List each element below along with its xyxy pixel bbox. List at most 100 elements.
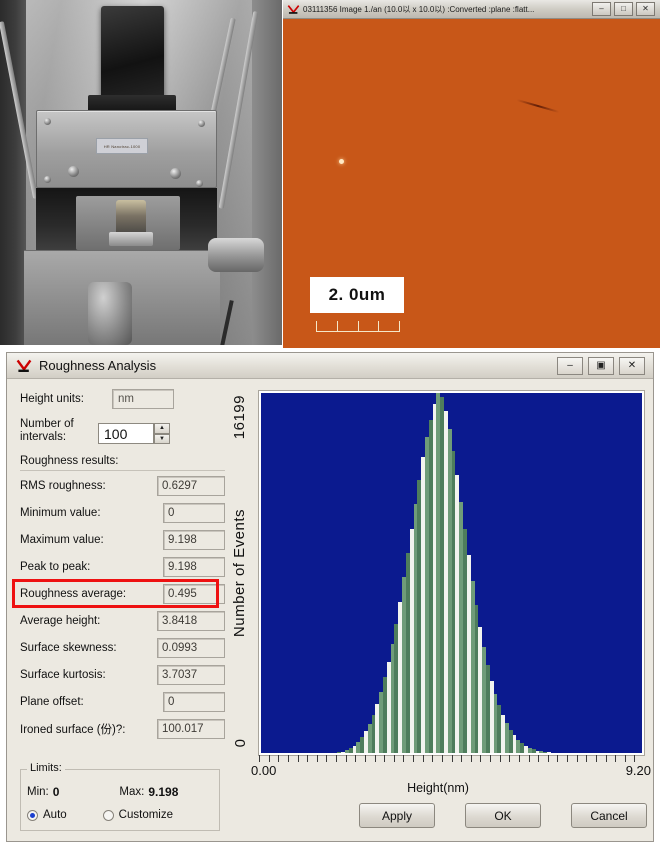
x-axis-tick-labels: 0.00 9.20 bbox=[251, 763, 651, 778]
histogram-bar bbox=[413, 504, 418, 753]
histogram-bar bbox=[482, 647, 486, 753]
histogram-bar bbox=[371, 715, 376, 753]
y-axis-max-label: 16199 bbox=[231, 395, 248, 440]
customize-radio[interactable] bbox=[102, 809, 114, 821]
photo-device-nameplate: HR Nanotrac-1000 bbox=[96, 138, 148, 154]
result-label: Plane offset: bbox=[20, 696, 84, 708]
result-value-field[interactable]: 0 bbox=[163, 503, 225, 523]
histogram-bar bbox=[516, 739, 521, 753]
x-axis-tick bbox=[259, 755, 269, 762]
result-label: Peak to peak: bbox=[20, 561, 91, 573]
x-axis-tick bbox=[287, 755, 298, 762]
auto-radio-label[interactable]: Auto bbox=[43, 809, 67, 821]
spinner-up-icon[interactable]: ▲ bbox=[154, 423, 170, 434]
spinner-down-icon[interactable]: ▼ bbox=[154, 433, 170, 444]
histogram-bar bbox=[341, 751, 345, 753]
result-value-field[interactable]: 9.198 bbox=[163, 530, 225, 550]
intervals-input[interactable]: 100 bbox=[98, 423, 154, 444]
histogram-bar bbox=[531, 749, 536, 753]
result-row: Ironed surface (份)?: 100.017 bbox=[20, 718, 225, 740]
dialog-body: Height units: nm Number of intervals: 10… bbox=[7, 379, 653, 841]
result-label: Minimum value: bbox=[20, 507, 101, 519]
afm-window-titlebar[interactable]: 03111356 Image 1./an (10.0以 x 10.0以) :Co… bbox=[283, 0, 660, 19]
height-units-field[interactable]: nm bbox=[112, 389, 174, 409]
x-axis-max-label: 9.20 bbox=[625, 763, 651, 778]
dialog-titlebar[interactable]: Roughness Analysis – ▣ ✕ bbox=[7, 353, 653, 379]
histogram-bar bbox=[367, 724, 372, 753]
limits-mode-row: Auto Customize bbox=[27, 809, 213, 821]
result-row: RMS roughness: 0.6297 bbox=[20, 475, 225, 497]
x-axis-ticks bbox=[259, 755, 644, 762]
x-axis-tick bbox=[586, 755, 596, 762]
bruker-logo-icon bbox=[16, 359, 32, 372]
apply-button[interactable]: Apply bbox=[359, 803, 435, 828]
result-value-field[interactable]: 0.0993 bbox=[157, 638, 225, 658]
roughness-form: Height units: nm Number of intervals: 10… bbox=[12, 387, 225, 833]
intervals-spinner-buttons[interactable]: ▲ ▼ bbox=[154, 423, 170, 444]
histogram-bars bbox=[261, 393, 642, 753]
x-axis-tick bbox=[441, 755, 452, 762]
limits-min-label: Min: bbox=[27, 786, 49, 798]
y-axis-title: Number of Events bbox=[231, 509, 248, 638]
histogram-chart: 16199 Number of Events 0 0.00 9.20 Heigh… bbox=[229, 387, 651, 795]
intervals-stepper[interactable]: 100 ▲ ▼ bbox=[98, 423, 170, 444]
x-axis-tick bbox=[538, 755, 548, 762]
x-axis-tick bbox=[528, 755, 539, 762]
afm-close-icon[interactable]: ✕ bbox=[636, 2, 655, 16]
photo-screw-2 bbox=[198, 120, 205, 127]
x-axis-tick bbox=[336, 755, 346, 762]
x-axis-tick bbox=[567, 755, 577, 762]
histogram-bar bbox=[348, 748, 353, 753]
dialog-maximize-button[interactable]: ▣ bbox=[588, 356, 614, 375]
result-row: Surface skewness: 0.0993 bbox=[20, 637, 225, 659]
ok-button[interactable]: OK bbox=[465, 803, 541, 828]
result-value-field[interactable]: 0 bbox=[163, 692, 225, 712]
dialog-minimize-button[interactable]: – bbox=[557, 356, 583, 375]
histogram-bar bbox=[417, 479, 422, 753]
result-value-field[interactable]: 0.6297 bbox=[157, 476, 225, 496]
dialog-window-controls: – ▣ ✕ bbox=[557, 356, 649, 375]
histogram-bar bbox=[409, 528, 414, 753]
x-axis-tick bbox=[364, 755, 375, 762]
histogram-bar bbox=[520, 743, 525, 753]
afm-minimize-icon[interactable]: – bbox=[592, 2, 611, 16]
x-axis-tick bbox=[634, 755, 644, 762]
dialog-close-button[interactable]: ✕ bbox=[619, 356, 645, 375]
x-axis-tick bbox=[393, 755, 404, 762]
x-axis-tick bbox=[451, 755, 462, 762]
histogram-bar bbox=[489, 680, 494, 753]
result-value-field[interactable]: 100.017 bbox=[157, 719, 225, 739]
height-units-label: Height units: bbox=[20, 393, 84, 405]
bruker-logo-icon bbox=[287, 4, 300, 14]
histogram-bar bbox=[379, 691, 383, 753]
histogram-bar bbox=[424, 437, 429, 753]
result-value-field[interactable]: 3.7037 bbox=[157, 665, 225, 685]
photo-adjust-knob bbox=[88, 282, 132, 345]
histogram-bar bbox=[501, 715, 505, 753]
afm-window-controls: – □ ✕ bbox=[592, 2, 658, 16]
photo-chuck-base bbox=[109, 232, 153, 246]
result-value-field[interactable]: 3.8418 bbox=[157, 611, 225, 631]
histogram-bar bbox=[394, 624, 399, 753]
dialog-title: Roughness Analysis bbox=[39, 358, 157, 373]
afm-image-window: 03111356 Image 1./an (10.0以 x 10.0以) :Co… bbox=[283, 0, 660, 348]
photo-cabinet-right bbox=[252, 0, 282, 345]
histogram-bar bbox=[474, 605, 479, 753]
result-value-field[interactable]: 0.495 bbox=[163, 584, 225, 604]
customize-radio-label[interactable]: Customize bbox=[118, 809, 173, 821]
result-value-field[interactable]: 9.198 bbox=[163, 557, 225, 577]
height-units-row: Height units: nm bbox=[20, 387, 225, 411]
histogram-bar bbox=[543, 751, 547, 753]
cancel-button[interactable]: Cancel bbox=[571, 803, 647, 828]
histogram-bar bbox=[527, 748, 532, 753]
histogram-bar bbox=[535, 750, 540, 753]
x-axis-min-label: 0.00 bbox=[251, 763, 277, 778]
x-axis-tick bbox=[403, 755, 413, 762]
result-row: Average height: 3.8418 bbox=[20, 610, 225, 632]
photo-knob-2 bbox=[170, 168, 181, 179]
histogram-bar bbox=[444, 410, 448, 753]
result-row: Plane offset: 0 bbox=[20, 691, 225, 713]
afm-maximize-icon[interactable]: □ bbox=[614, 2, 633, 16]
auto-radio[interactable] bbox=[27, 809, 38, 821]
photo-screw-1 bbox=[44, 118, 51, 125]
